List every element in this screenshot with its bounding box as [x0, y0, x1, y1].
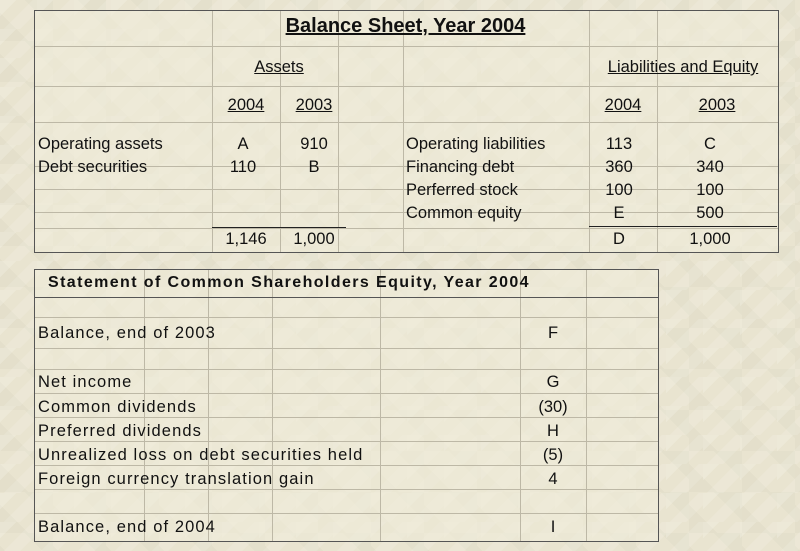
equity-item-label: Foreign currency translation gain [38, 470, 315, 488]
liability-row-label: Operating liabilities [406, 135, 546, 153]
liabilities-year-2003-header: 2003 [698, 96, 736, 114]
liability-row-2004: 100 [605, 181, 633, 199]
assets-total-rule [212, 227, 346, 228]
balance-sheet-title: Balance Sheet, Year 2004 [285, 15, 526, 37]
equity-item-label: Common dividends [38, 398, 197, 416]
liabilities-total-2004: D [613, 230, 625, 248]
asset-row-2004: 110 [229, 158, 257, 176]
equity-item-value: 4 [548, 470, 558, 488]
assets-total-2003: 1,000 [293, 230, 335, 248]
liabilities-total-2003: 1,000 [689, 230, 731, 248]
equity-opening-value: F [547, 324, 559, 342]
liability-row-2004: E [613, 204, 625, 222]
equity-closing-value: I [550, 518, 556, 536]
liabilities-total-rule [589, 226, 777, 227]
equity-closing-label: Balance, end of 2004 [38, 518, 216, 536]
liability-row-label: Financing debt [406, 158, 515, 176]
liability-row-2003: 500 [696, 204, 724, 222]
asset-row-2003: B [308, 158, 320, 176]
liability-row-2004: 360 [605, 158, 633, 176]
liabilities-equity-header: Liabilities and Equity [607, 58, 759, 76]
assets-header: Assets [254, 58, 304, 76]
assets-total-2004: 1,146 [225, 230, 267, 248]
liability-row-label: Common equity [406, 204, 522, 222]
liability-row-2003: C [704, 135, 716, 153]
equity-item-label: Net income [38, 373, 133, 391]
liability-row-2003: 100 [696, 181, 724, 199]
equity-statement-title: Statement of Common Shareholders Equity,… [48, 274, 530, 291]
equity-item-label: Unrealized loss on debt securities held [38, 446, 364, 464]
equity-item-value: H [547, 422, 559, 440]
asset-row-2003: 910 [300, 135, 328, 153]
asset-row-2004: A [237, 135, 249, 153]
liabilities-year-2004-header: 2004 [604, 96, 642, 114]
assets-year-2003-header: 2003 [295, 96, 333, 114]
equity-item-value: (5) [542, 446, 564, 464]
asset-row-label: Operating assets [38, 135, 163, 153]
balance-sheet-table [34, 10, 779, 253]
liability-row-label: Perferred stock [406, 181, 518, 199]
equity-item-label: Preferred dividends [38, 422, 202, 440]
equity-opening-label: Balance, end of 2003 [38, 324, 216, 342]
liability-row-2003: 340 [696, 158, 724, 176]
asset-row-label: Debt securities [38, 158, 148, 176]
equity-item-value: G [546, 373, 560, 391]
liability-row-2004: 113 [605, 135, 633, 153]
equity-item-value: (30) [538, 398, 568, 416]
assets-year-2004-header: 2004 [227, 96, 265, 114]
equity-statement-table [34, 269, 659, 542]
